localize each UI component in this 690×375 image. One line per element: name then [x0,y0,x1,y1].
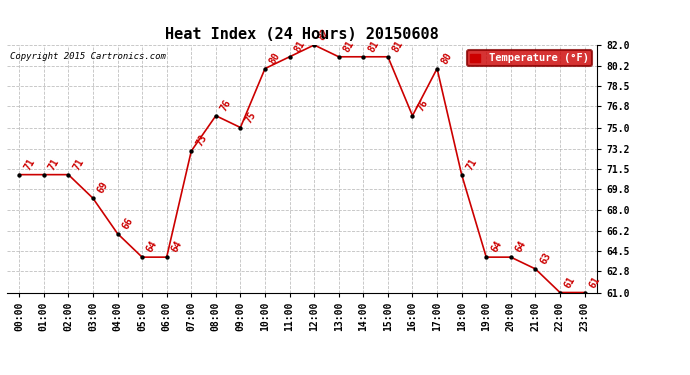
Point [161,254,172,260]
Text: Copyright 2015 Cartronics.com: Copyright 2015 Cartronics.com [10,53,166,62]
Text: 81: 81 [293,39,307,54]
Text: 81: 81 [391,39,405,54]
Text: 75: 75 [243,110,258,125]
Text: 82: 82 [317,27,331,42]
Point [333,54,344,60]
Text: 64: 64 [513,239,528,254]
Point [505,254,516,260]
Text: 71: 71 [22,157,37,172]
Text: 81: 81 [366,39,381,54]
Text: 66: 66 [120,216,135,231]
Text: 81: 81 [342,39,356,54]
Text: 71: 71 [464,157,479,172]
Point [358,54,369,60]
Point [88,195,99,201]
Text: 61: 61 [563,274,578,290]
Text: 61: 61 [587,274,602,290]
Point [481,254,492,260]
Text: 76: 76 [219,98,233,113]
Point [579,290,590,296]
Text: 80: 80 [268,51,282,66]
Text: 69: 69 [96,180,110,195]
Text: 64: 64 [145,239,159,254]
Title: Heat Index (24 Hours) 20150608: Heat Index (24 Hours) 20150608 [165,27,439,42]
Text: 64: 64 [489,239,504,254]
Point [235,124,246,130]
Text: 80: 80 [440,51,455,66]
Text: 63: 63 [538,251,553,266]
Text: 64: 64 [170,239,184,254]
Point [456,172,467,178]
Point [112,231,123,237]
Point [137,254,148,260]
Point [38,172,49,178]
Point [63,172,74,178]
Point [382,54,393,60]
Point [555,290,566,296]
Point [259,66,270,72]
Text: 73: 73 [194,133,208,148]
Text: 71: 71 [71,157,86,172]
Point [186,148,197,154]
Point [210,113,221,119]
Point [14,172,25,178]
Point [407,113,418,119]
Point [431,66,442,72]
Text: 71: 71 [46,157,61,172]
Legend: Temperature (°F): Temperature (°F) [466,50,591,66]
Text: 76: 76 [415,98,430,113]
Point [530,266,541,272]
Point [284,54,295,60]
Point [308,42,319,48]
